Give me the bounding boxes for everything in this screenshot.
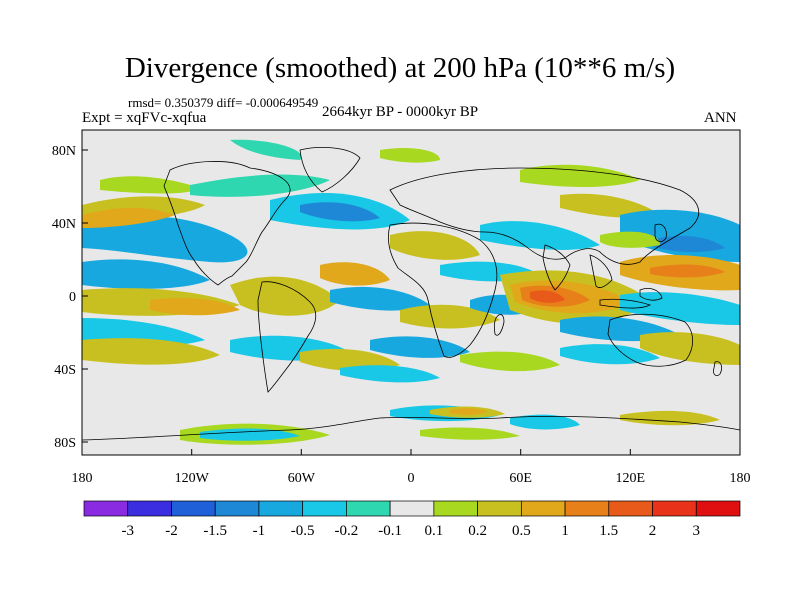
latitude-axis: 80N 40N 0 40S 80S xyxy=(52,144,88,451)
coastline-new-zealand xyxy=(713,361,723,376)
colorbar-swatch xyxy=(564,500,610,517)
colorbar-swatch xyxy=(302,500,347,517)
field-patch xyxy=(460,351,560,372)
field-patch xyxy=(650,235,725,253)
map-title: Divergence (smoothed) at 200 hPa (10**6 … xyxy=(124,52,676,84)
lat-tick-label: 80N xyxy=(52,144,76,159)
colorbar-label: -0.1 xyxy=(378,523,402,539)
colorbar-label: 0.5 xyxy=(512,523,531,539)
coastline-madagascar xyxy=(493,314,505,336)
colorbar-swatch xyxy=(608,500,653,517)
coastline-se-asia xyxy=(589,254,613,288)
coastlines xyxy=(82,147,740,441)
field-patch xyxy=(530,290,565,303)
field-patch xyxy=(510,414,580,430)
lon-tick-label: 120E xyxy=(616,471,646,486)
lat-tick-label: 40S xyxy=(54,363,76,378)
coastline-greenland xyxy=(299,147,361,193)
field-patch xyxy=(560,193,660,218)
colorbar-label: 2 xyxy=(649,523,657,539)
coastline-japan xyxy=(654,223,667,242)
colorbar-swatch xyxy=(83,500,129,517)
stats-label: rmsd= 0.350379 diff= -0.000649549 xyxy=(128,95,319,110)
lat-tick-label: 0 xyxy=(69,290,76,305)
colorbar-label: 3 xyxy=(693,523,701,539)
colorbar: -3 -2 -1.5 -1 -0.5 -0.2 -0.1 0.1 0.2 0.5 1 1.5 2 3 xyxy=(83,500,741,539)
colorbar-swatch xyxy=(695,500,741,517)
coastline-india xyxy=(542,244,571,291)
colorbar-label: -3 xyxy=(121,523,134,539)
field-patch xyxy=(340,365,440,383)
colorbar-swatch xyxy=(389,500,435,517)
colorbar-swatch xyxy=(214,500,260,517)
field-patch xyxy=(600,231,660,248)
field-patch xyxy=(520,164,640,187)
colorbar-swatch xyxy=(477,500,522,517)
colorbar-label: 0.2 xyxy=(468,523,487,539)
field-patch xyxy=(390,231,480,260)
field-patch xyxy=(82,207,175,228)
lon-tick-label: 180 xyxy=(730,471,751,486)
colorbar-label: -2 xyxy=(165,523,178,539)
lon-tick-label: 0 xyxy=(408,471,415,486)
coastline-south-america xyxy=(257,281,317,393)
colorbar-label: -1.5 xyxy=(203,523,227,539)
period-label: 2664kyr BP - 0000kyr BP xyxy=(322,104,479,120)
coastline-africa xyxy=(388,222,498,358)
colorbar-swatch xyxy=(171,500,216,517)
lat-tick-label: 80S xyxy=(54,436,76,451)
field-patch xyxy=(230,276,340,316)
colorbar-label: 1.5 xyxy=(599,523,618,539)
field-patch xyxy=(480,221,600,250)
colorbar-swatch xyxy=(346,500,391,517)
field-patch xyxy=(82,259,210,289)
field-patch xyxy=(420,427,520,440)
experiment-label: Expt = xqFVc-xqfua xyxy=(82,110,207,126)
colorbar-swatch xyxy=(520,500,566,517)
field-patch xyxy=(200,428,300,441)
lon-tick-label: 60W xyxy=(288,471,316,486)
lon-tick-label: 60E xyxy=(509,471,532,486)
field-patch xyxy=(190,174,330,197)
colorbar-label: -1 xyxy=(253,523,266,539)
coastline-australia xyxy=(607,313,694,367)
field-patch xyxy=(620,410,720,426)
field-patch xyxy=(450,408,488,415)
field-patch xyxy=(300,202,380,222)
field-patch xyxy=(370,336,470,358)
colorbar-swatch xyxy=(652,500,697,517)
colorbar-label: -0.2 xyxy=(335,523,359,539)
longitude-axis: 180 120W 60W 0 60E 120E 180 xyxy=(72,449,751,486)
field-patch xyxy=(320,262,390,286)
colorbar-label: -0.5 xyxy=(291,523,315,539)
field-patch xyxy=(380,148,440,163)
lon-tick-label: 180 xyxy=(72,471,93,486)
coastline-eurasia xyxy=(389,167,700,265)
field-patch xyxy=(330,286,430,311)
field-patch xyxy=(100,176,200,194)
colorbar-swatch xyxy=(258,500,304,517)
season-label: ANN xyxy=(704,110,737,126)
divergence-field xyxy=(82,139,740,445)
colorbar-swatch xyxy=(433,500,478,517)
lon-tick-label: 120W xyxy=(175,471,210,486)
colorbar-label: 1 xyxy=(561,523,569,539)
field-patch xyxy=(400,304,500,329)
field-patch xyxy=(82,216,248,263)
field-patch xyxy=(640,332,740,365)
coastline-north-america xyxy=(163,161,291,286)
coastline-indonesia xyxy=(599,288,663,309)
coastline-antarctica xyxy=(82,415,740,441)
field-patch xyxy=(230,139,302,160)
field-patch xyxy=(620,292,740,325)
field-patch xyxy=(150,298,240,316)
field-patch xyxy=(650,264,725,278)
lat-tick-label: 40N xyxy=(52,217,76,232)
field-patch xyxy=(560,344,660,365)
colorbar-swatch xyxy=(127,500,172,517)
field-patch xyxy=(82,338,220,365)
colorbar-label: 0.1 xyxy=(424,523,443,539)
